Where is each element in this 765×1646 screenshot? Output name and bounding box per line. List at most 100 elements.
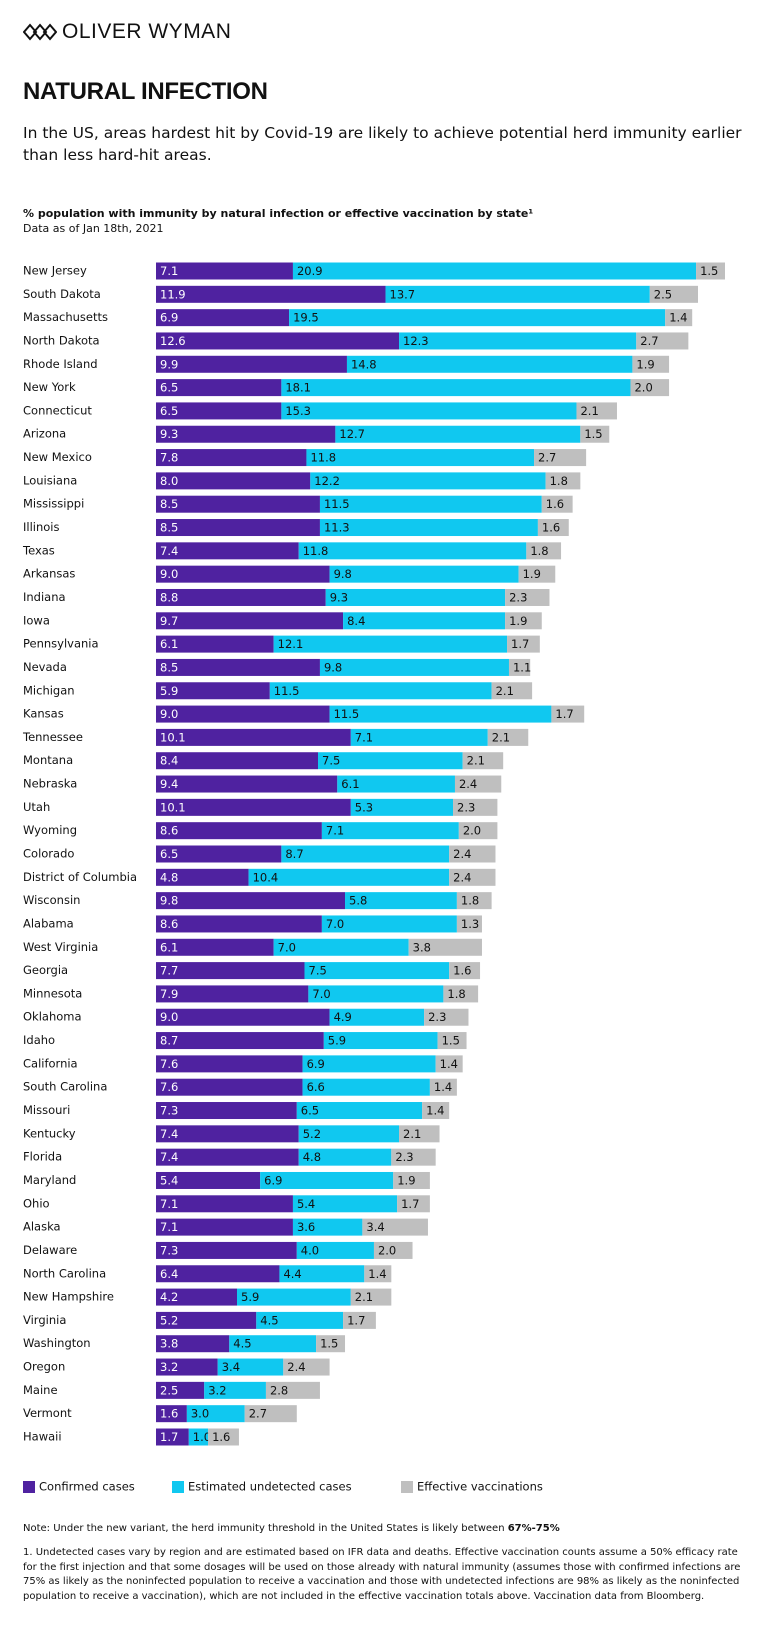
value-label: 19.5 <box>293 311 319 325</box>
value-label: 7.8 <box>160 451 178 465</box>
bar-segment <box>321 822 459 840</box>
category-label: Rhode Island <box>23 357 98 371</box>
category-label: Nebraska <box>23 777 77 791</box>
category-label: Arkansas <box>23 567 75 581</box>
category-label: Massachusetts <box>23 310 108 324</box>
bar-segment <box>321 915 457 933</box>
bar-segment <box>491 682 533 700</box>
bar-segment <box>345 892 457 910</box>
category-label: Connecticut <box>23 403 92 417</box>
value-label: 11.8 <box>303 544 329 558</box>
value-label: 6.1 <box>160 637 178 651</box>
bar-segment <box>292 262 697 280</box>
bar-segment <box>350 728 488 746</box>
value-label: 1.4 <box>440 1057 458 1071</box>
value-label: 1.8 <box>550 474 568 488</box>
value-label: 1.4 <box>426 1104 444 1118</box>
bar-segment <box>156 1055 303 1073</box>
value-label: 5.9 <box>160 684 178 698</box>
value-label: 7.1 <box>160 264 178 278</box>
category-label: North Dakota <box>23 333 100 347</box>
category-label: Maine <box>23 1383 58 1397</box>
bar-segment <box>156 915 322 933</box>
category-label: South Dakota <box>23 287 101 301</box>
value-label: 11.5 <box>274 684 300 698</box>
value-label: 8.6 <box>160 824 178 838</box>
bar-segment <box>343 1311 376 1329</box>
value-label: 7.0 <box>312 987 330 1001</box>
bar-segment <box>156 1381 205 1399</box>
chart-subtitle: % population with immunity by natural in… <box>23 207 534 220</box>
bar-segment <box>319 495 542 513</box>
value-label: 7.6 <box>160 1080 178 1094</box>
bar-segment <box>487 728 529 746</box>
bar-segment <box>545 472 581 490</box>
category-label: Alabama <box>23 916 74 930</box>
bar-segment <box>329 565 519 583</box>
bar-segment <box>408 938 482 956</box>
value-label: 2.8 <box>270 1383 288 1397</box>
bar-segment <box>399 332 637 350</box>
value-label: 1.6 <box>546 497 564 511</box>
value-label: 1.6 <box>212 1430 230 1444</box>
bar-segment <box>156 1148 299 1166</box>
value-label: 9.9 <box>160 357 178 371</box>
value-label: 7.1 <box>326 824 344 838</box>
brand-name: OLIVER WYMAN <box>62 20 232 43</box>
bar-segment <box>156 962 305 980</box>
value-label: 8.4 <box>347 614 365 628</box>
category-label: West Virginia <box>23 940 98 954</box>
value-label: 4.0 <box>301 1243 319 1257</box>
value-label: 8.7 <box>160 1034 178 1048</box>
category-label: Tennessee <box>22 730 83 744</box>
value-label: 2.7 <box>249 1407 267 1421</box>
category-label: Vermont <box>23 1406 72 1420</box>
value-label: 2.1 <box>580 404 598 418</box>
category-label: Utah <box>23 800 50 814</box>
value-label: 2.4 <box>459 777 477 791</box>
value-label: 1.4 <box>368 1267 386 1281</box>
bar-segment <box>156 402 282 420</box>
value-label: 7.1 <box>160 1220 178 1234</box>
value-label: 10.1 <box>160 800 186 814</box>
bar-segment <box>156 868 249 886</box>
value-label: 1.9 <box>523 567 541 581</box>
value-label: 1.7 <box>511 637 529 651</box>
bar-segment <box>362 1218 428 1236</box>
bar-segment <box>156 262 293 280</box>
bar-segment <box>319 658 509 676</box>
bar-segment <box>296 1241 374 1259</box>
category-label: Arizona <box>23 427 66 441</box>
value-label: 3.4 <box>222 1360 240 1374</box>
category-label: Indiana <box>23 590 66 604</box>
bar-segment <box>156 612 344 630</box>
category-label: New Hampshire <box>23 1290 114 1304</box>
value-label: 2.1 <box>403 1127 421 1141</box>
value-label: 11.8 <box>310 451 336 465</box>
category-label: Idaho <box>23 1033 55 1047</box>
value-label: 3.8 <box>160 1337 178 1351</box>
bar-segment <box>156 1125 299 1143</box>
value-label: 1.9 <box>636 357 654 371</box>
bar-segment <box>156 1218 293 1236</box>
value-label: 1.4 <box>434 1080 452 1094</box>
bar-segment <box>156 1102 297 1120</box>
bar-segment <box>269 682 492 700</box>
bar-segment <box>186 1405 245 1423</box>
value-label: 1.7 <box>401 1197 419 1211</box>
value-label: 2.3 <box>428 1010 446 1024</box>
value-label: 6.9 <box>264 1173 282 1187</box>
value-label: 2.7 <box>640 334 658 348</box>
value-label: 13.7 <box>390 287 416 301</box>
bar-segment <box>454 775 502 793</box>
value-label: 6.4 <box>160 1267 178 1281</box>
value-label: 2.0 <box>463 824 481 838</box>
value-label: 2.4 <box>287 1360 305 1374</box>
bar-segment <box>298 542 527 560</box>
bar-segment <box>156 658 320 676</box>
category-label: Nevada <box>23 660 67 674</box>
bar-segment <box>244 1405 297 1423</box>
value-label: 6.5 <box>160 404 178 418</box>
value-label: 5.4 <box>297 1197 315 1211</box>
value-label: 7.6 <box>160 1057 178 1071</box>
